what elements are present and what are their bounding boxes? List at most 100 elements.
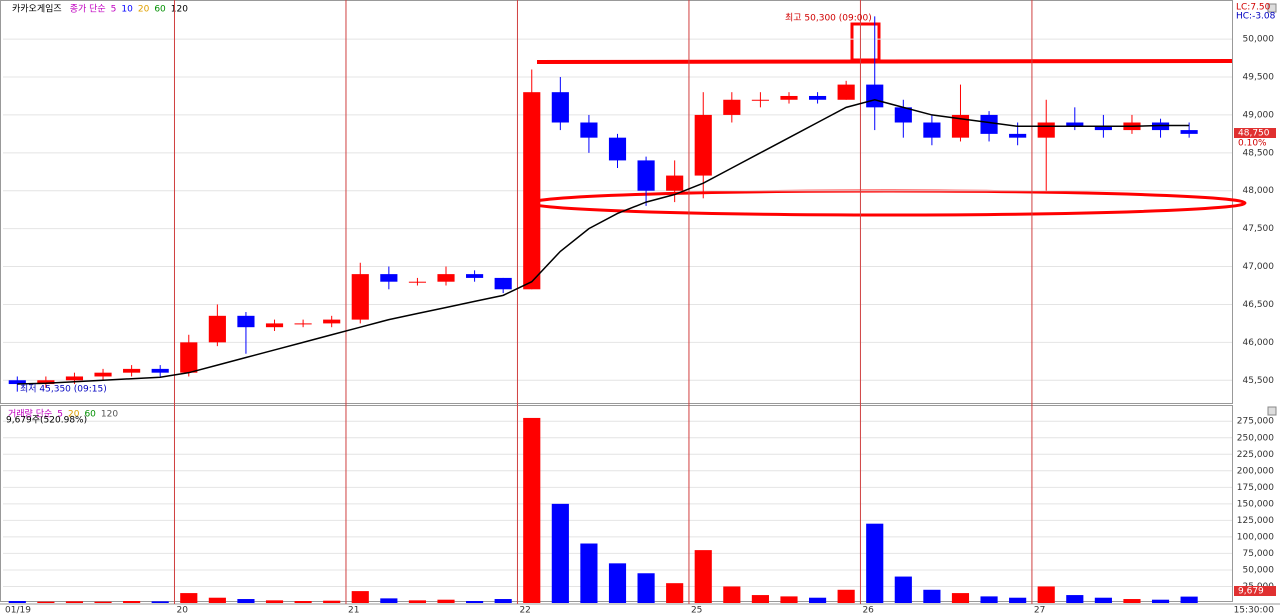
candle-body <box>1180 130 1198 134</box>
volume-bar <box>380 598 398 603</box>
candle-body <box>580 122 598 138</box>
change-label: 0.10% <box>1238 139 1267 149</box>
volume-bar <box>94 601 112 603</box>
y-tick-label: 125,000 <box>1237 516 1274 526</box>
volume-bar <box>808 597 827 603</box>
volume-bar <box>894 576 912 603</box>
volume-bar <box>408 600 427 603</box>
pane-button[interactable] <box>1267 406 1277 416</box>
plot: 45,500 46,000 46,500 47,000 47,500 48,000 48,5… <box>3 0 1276 616</box>
x-end-label: 15:30:00 <box>1234 606 1275 616</box>
y-tick-label: 75,000 <box>1243 549 1275 559</box>
last-price-label: 48,750 <box>1238 129 1270 139</box>
y-tick-label: 50,000 <box>1243 35 1275 45</box>
volume-bar <box>466 601 484 603</box>
y-tick-label: 47,000 <box>1243 262 1275 272</box>
candle-body <box>1037 122 1055 138</box>
pane-button[interactable] <box>1267 3 1277 13</box>
candle-body <box>608 137 627 161</box>
candle-body <box>780 95 798 100</box>
x-tick-label: 25 <box>691 606 702 616</box>
volume-bar <box>265 600 284 603</box>
price-pane <box>0 0 1233 404</box>
legend-item: 60 <box>84 410 96 420</box>
y-tick-label: 175,000 <box>1237 483 1274 493</box>
candle-body <box>723 99 741 115</box>
volume-bar <box>1066 595 1084 603</box>
candle-body <box>323 319 341 324</box>
candle-body <box>866 84 884 108</box>
candle-body <box>466 274 484 278</box>
y-tick-label: 48,500 <box>1243 148 1275 158</box>
x-tick-label: 20 <box>176 606 188 616</box>
y-tick-label: 47,500 <box>1243 224 1275 234</box>
candle-body <box>808 95 827 100</box>
candle-body <box>551 92 569 123</box>
y-tick-label: 275,000 <box>1237 417 1274 427</box>
legend-item: 20 <box>138 5 150 15</box>
volume-bar <box>323 600 341 603</box>
volume-bar <box>65 601 84 603</box>
volume-bar <box>608 563 627 603</box>
candle-body <box>637 160 655 191</box>
volume-bar <box>923 589 941 603</box>
candle-body <box>1009 133 1027 138</box>
volume-bar <box>1094 597 1112 603</box>
resistance-line <box>536 59 1233 64</box>
x-tick-label: 21 <box>348 606 359 616</box>
candle-body <box>837 84 855 100</box>
volume-bar <box>1009 597 1027 603</box>
legend-item: 5 <box>57 410 63 420</box>
volume-bar <box>980 596 998 603</box>
lc-label: LC:7.50 <box>1236 3 1271 13</box>
candle-body <box>351 274 369 320</box>
x-tick-label: 22 <box>519 606 530 616</box>
y-tick-label: 50,000 <box>1243 565 1275 575</box>
legend-item: 20 <box>68 410 80 420</box>
y-tick-label: 45,500 <box>1243 376 1275 386</box>
volume-info: 9,679주(520.98%) <box>6 415 87 426</box>
volume-bar <box>494 599 512 603</box>
candle-body <box>894 107 912 123</box>
candle-body <box>437 274 455 282</box>
last-volume-box <box>1234 586 1276 596</box>
volume-bar <box>1151 599 1170 603</box>
volume-bar <box>580 543 598 603</box>
y-tick-label: 49,000 <box>1243 110 1275 120</box>
y-tick-label: 46,000 <box>1243 338 1275 348</box>
candle-body <box>151 368 169 373</box>
candle-body <box>380 274 398 282</box>
candle-body <box>494 277 512 290</box>
candle-body <box>1094 126 1112 131</box>
volume-bar <box>1037 586 1055 603</box>
candle-body <box>1151 122 1170 131</box>
volume-bar <box>666 583 684 603</box>
candle-body <box>237 315 255 328</box>
candle-body <box>180 342 198 373</box>
candle-body <box>694 114 712 176</box>
candle-body <box>265 323 284 328</box>
y-tick-label: 250,000 <box>1237 433 1274 443</box>
candle-body <box>294 323 312 325</box>
legend-item: 120 <box>101 410 118 420</box>
volume-bar <box>837 589 855 603</box>
x-tick-label: 01/19 <box>5 606 31 616</box>
volume-bar <box>1123 599 1141 603</box>
legend-item: 5 <box>111 5 117 15</box>
y-tick-label: 46,500 <box>1243 300 1275 310</box>
y-tick-label: 225,000 <box>1237 450 1274 460</box>
volume-bar <box>151 601 169 603</box>
candle-body <box>37 380 55 385</box>
candle-body <box>65 376 84 381</box>
x-tick-label: 26 <box>862 606 874 616</box>
volume-bar <box>37 601 55 603</box>
volume-bar <box>723 586 741 603</box>
volume-bar <box>866 523 884 603</box>
volume-bar <box>294 601 312 603</box>
candle-body <box>951 114 970 138</box>
candle-body <box>751 99 769 101</box>
candle-body <box>123 368 141 373</box>
volume-bar <box>123 601 141 603</box>
